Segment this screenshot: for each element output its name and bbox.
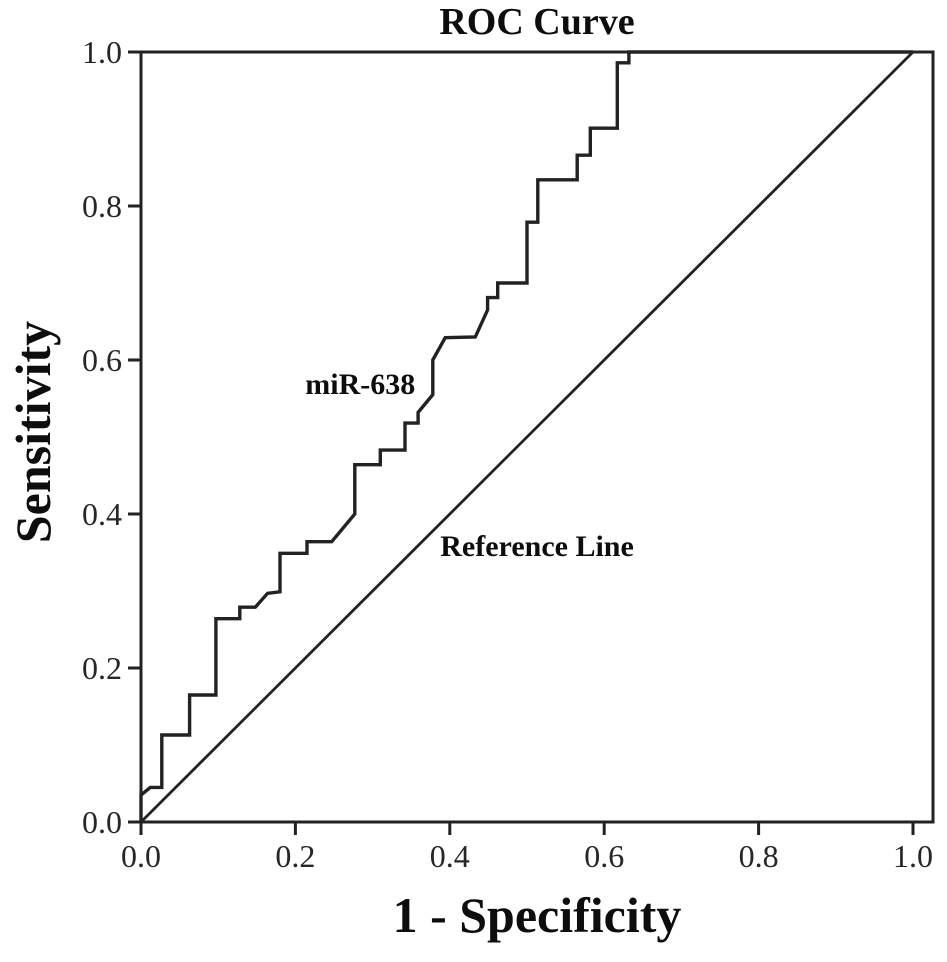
x-tick-label: 0.6 — [584, 838, 625, 874]
chart-title: ROC Curve — [439, 1, 635, 43]
reference-line — [140, 51, 914, 823]
plot-frame — [139, 50, 935, 824]
x-axis-label: 1 - Specificity — [392, 887, 682, 943]
y-tick-label: 0.2 — [82, 650, 122, 686]
y-tick-label: 0.6 — [82, 342, 122, 378]
x-tick-label: 0.4 — [429, 838, 470, 874]
y-tick-label: 0.0 — [82, 804, 122, 840]
curve-label-reference-line: Reference Line — [440, 530, 634, 564]
y-tick-label: 0.8 — [82, 188, 122, 224]
roc-curve-mir-638 — [139, 50, 913, 822]
x-tick-label: 0.0 — [121, 838, 161, 874]
x-tick-label: 0.8 — [738, 838, 779, 874]
y-tick-label: 1.0 — [82, 34, 122, 70]
x-tick-label: 0.2 — [275, 838, 316, 874]
x-tick-label: 1.0 — [893, 838, 933, 874]
y-tick-label: 0.4 — [82, 496, 122, 532]
curve-label-mir-638: miR-638 — [305, 367, 416, 401]
